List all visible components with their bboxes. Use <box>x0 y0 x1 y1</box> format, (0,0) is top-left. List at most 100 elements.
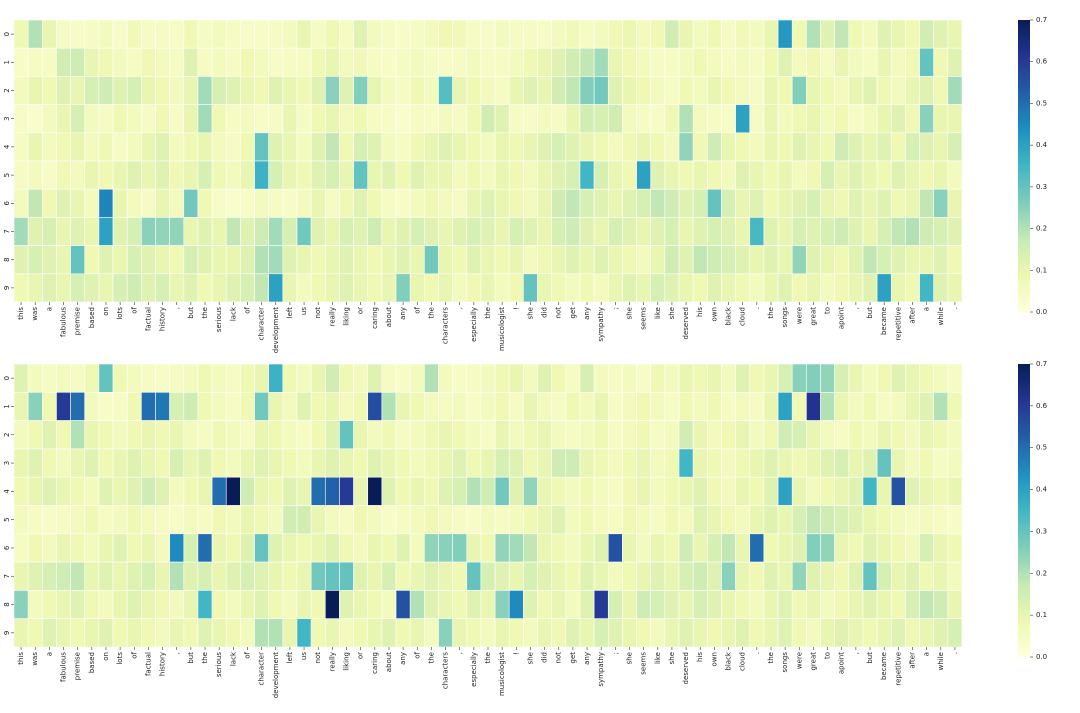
heatmap-cell <box>636 391 652 421</box>
y-tick-label: 0 <box>3 376 11 380</box>
heatmap-cell <box>579 618 595 648</box>
heatmap-cell <box>112 273 128 303</box>
x-tick-label: of <box>130 306 138 313</box>
heatmap-cell <box>622 533 637 563</box>
heatmap-cell <box>919 618 935 648</box>
heatmap-cell <box>452 391 468 421</box>
heatmap-cell <box>367 590 383 620</box>
heatmap-cell <box>763 19 779 49</box>
heatmap-cell <box>834 76 850 105</box>
heatmap-cell <box>947 590 963 620</box>
heatmap-cell <box>197 217 213 246</box>
heatmap-cell <box>310 590 326 620</box>
heatmap-cell <box>367 448 383 478</box>
heatmap-cell <box>791 618 807 648</box>
x-tick-label: apoint <box>838 652 846 674</box>
heatmap-cell <box>98 47 114 77</box>
heatmap-cell <box>721 533 736 563</box>
heatmap-cell <box>721 618 736 648</box>
heatmap-cell <box>353 363 369 393</box>
heatmap-cell <box>622 505 637 535</box>
heatmap-cell <box>282 160 298 190</box>
heatmap-cell <box>41 19 57 49</box>
heatmap-cell <box>84 420 100 450</box>
heatmap-cell <box>862 217 878 246</box>
heatmap-cell <box>98 561 114 591</box>
heatmap-cell <box>296 188 312 218</box>
x-tick-label: ! <box>512 307 520 310</box>
heatmap-cell <box>636 273 652 303</box>
heatmap-cell <box>169 273 185 303</box>
heatmap-cell <box>749 391 765 421</box>
heatmap-cell <box>636 132 652 162</box>
heatmap-cell <box>56 76 71 105</box>
heatmap-cell <box>692 245 708 275</box>
heatmap-cell <box>820 533 835 563</box>
heatmap-cell <box>735 476 751 506</box>
heatmap-cell <box>197 245 213 275</box>
heatmap-cell <box>339 160 354 190</box>
heatmap-cell <box>890 590 906 620</box>
heatmap-cell <box>636 618 652 648</box>
heatmap-cell <box>424 448 439 478</box>
heatmap-cell <box>919 132 935 162</box>
heatmap-cell <box>636 476 652 506</box>
heatmap-cell <box>806 476 821 506</box>
heatmap-cell <box>324 505 340 535</box>
heatmap-cell <box>98 104 114 134</box>
heatmap-cell <box>735 19 751 49</box>
heatmap-cell <box>169 160 185 190</box>
heatmap-cell <box>834 273 850 303</box>
x-tick-label: character <box>258 652 266 686</box>
heatmap-cell <box>607 273 623 303</box>
heatmap-cell <box>339 590 354 620</box>
heatmap-cell <box>296 391 312 421</box>
heatmap-cell <box>56 420 71 450</box>
heatmap-cell <box>791 273 807 303</box>
heatmap-cell <box>523 420 538 450</box>
heatmap-cell <box>791 188 807 218</box>
heatmap-cell <box>395 132 411 162</box>
heatmap-cell <box>169 76 185 105</box>
heatmap-cell <box>848 104 864 134</box>
heatmap-cell <box>735 245 751 275</box>
x-tick-label: left <box>286 307 294 319</box>
heatmap-cell <box>155 132 170 162</box>
x-tick-label: character <box>258 307 266 341</box>
heatmap-cell <box>211 273 227 303</box>
heatmap-cell <box>848 188 864 218</box>
heatmap-cell <box>98 160 114 190</box>
heatmap-cell <box>579 391 595 421</box>
heatmap-cell <box>862 76 878 105</box>
heatmap-cell <box>876 533 892 563</box>
heatmap-cell <box>905 188 920 218</box>
heatmap-cell <box>466 391 482 421</box>
heatmap-cell <box>735 188 751 218</box>
heatmap-cell <box>56 217 71 246</box>
heatmap-cell <box>70 561 86 591</box>
heatmap-cell <box>13 363 29 393</box>
x-tick-label: after <box>908 307 916 324</box>
heatmap-cell <box>947 420 963 450</box>
heatmap-cell <box>593 505 609 535</box>
x-tick-label: premise <box>74 307 82 335</box>
x-tick-label: fabulous <box>60 652 68 682</box>
heatmap-cell <box>593 160 609 190</box>
heatmap-cell <box>452 505 468 535</box>
heatmap-cell <box>339 19 354 49</box>
heatmap-cell <box>494 618 510 648</box>
heatmap-cell <box>947 19 963 49</box>
heatmap-cell <box>650 476 666 506</box>
x-tick-label: or <box>357 652 365 659</box>
heatmap-cell <box>480 19 496 49</box>
heatmap-cell <box>70 188 86 218</box>
heatmap-cell <box>834 47 850 77</box>
heatmap-cell <box>225 245 241 275</box>
heatmap-cell <box>777 19 793 49</box>
heatmap-cell <box>862 19 878 49</box>
heatmap-cell <box>749 590 765 620</box>
heatmap-cell <box>424 561 439 591</box>
heatmap-cell <box>523 19 538 49</box>
heatmap-cell <box>424 188 439 218</box>
heatmap-cell <box>947 391 963 421</box>
